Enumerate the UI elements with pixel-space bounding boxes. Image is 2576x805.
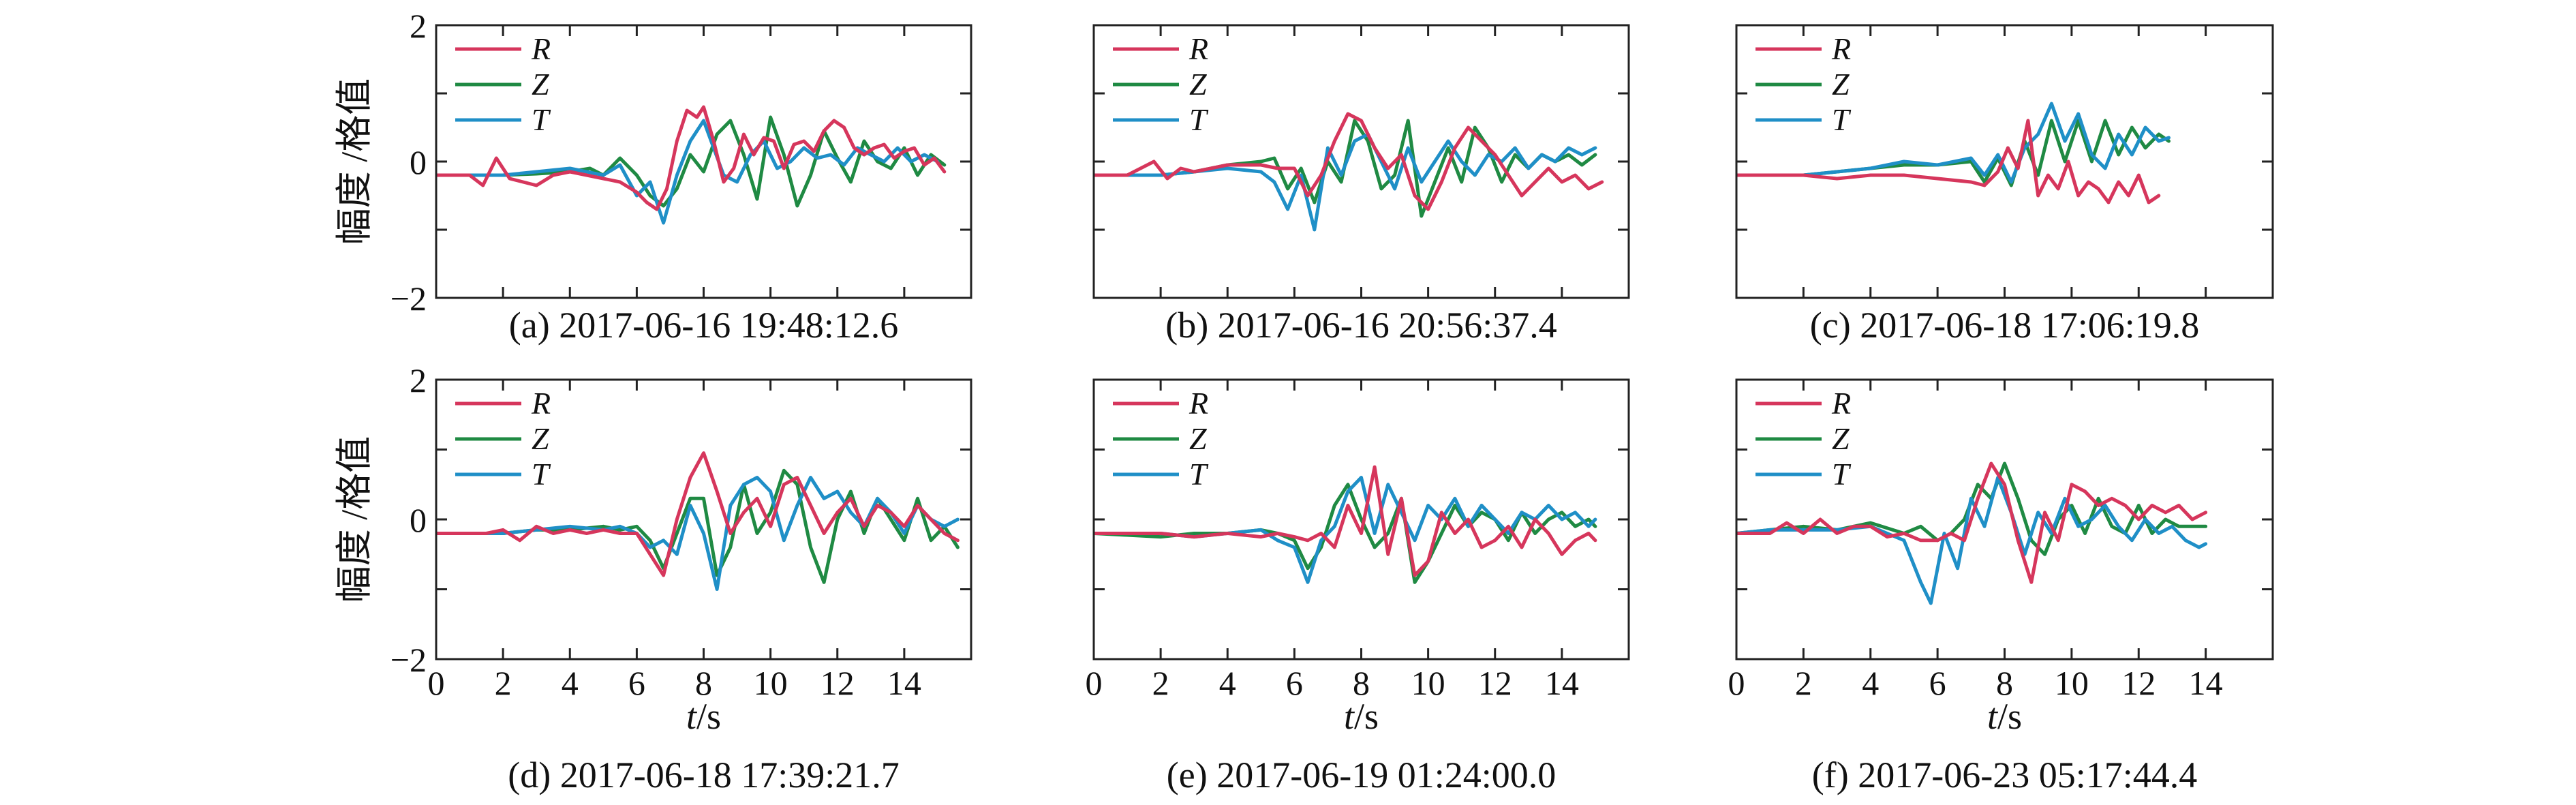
legend-label-Z: Z <box>1189 421 1207 456</box>
traces <box>1736 102 2171 204</box>
x-tick-label: 10 <box>754 664 788 702</box>
subplot-caption: (f) 2017-06-23 05:17:44.4 <box>1812 755 2197 795</box>
legend-label-Z: Z <box>1832 421 1850 456</box>
y-tick-label: −2 <box>390 641 427 679</box>
series-R-line <box>1094 112 1604 211</box>
y-tick-label: 2 <box>410 7 427 45</box>
x-axis-label: t/s <box>1344 696 1379 737</box>
y-axis-label: 幅度 /格值 <box>334 436 375 603</box>
x-tick-label: 2 <box>495 664 512 702</box>
x-tick-label: 8 <box>1996 664 2013 702</box>
x-tick-label: 6 <box>1286 664 1303 702</box>
series-T-line <box>436 476 960 591</box>
legend-label-T: T <box>532 457 551 491</box>
traces <box>1736 461 2208 605</box>
y-tick-label: −2 <box>390 279 427 318</box>
subplot-caption: (a) 2017-06-16 19:48:12.6 <box>509 305 898 346</box>
y-tick-label: 2 <box>410 361 427 399</box>
traces <box>436 451 960 591</box>
series-R-line <box>436 451 960 577</box>
series-Z-line <box>1736 461 2208 556</box>
series-T-line <box>1736 476 2208 605</box>
x-axis-label-unit: /s <box>696 696 721 737</box>
subplot-a: 2 0 −2 幅度 /格值 RZT (a) 2017-06-16 19:48:12.6 <box>334 7 972 346</box>
series-Z-line <box>436 115 947 208</box>
legend-label-Z: Z <box>532 67 549 102</box>
subplot-caption: (c) 2017-06-18 17:06:19.8 <box>1810 305 2199 346</box>
x-tick-label: 14 <box>887 664 921 702</box>
legend-label-R: R <box>531 31 551 66</box>
series-T-line <box>1094 476 1597 584</box>
subplot-c: RZT (c) 2017-06-18 17:06:19.8 <box>1735 24 2274 346</box>
x-axis-label: t/s <box>1987 696 2022 737</box>
x-axis-label-var: t <box>1344 696 1355 737</box>
x-tick-label: 10 <box>1411 664 1445 702</box>
legend-label-Z: Z <box>1832 67 1850 102</box>
series-T-line <box>436 119 940 225</box>
x-axis-label: t/s <box>686 696 721 737</box>
legend-label-T: T <box>1189 102 1209 137</box>
subplot-b: RZT (b) 2017-06-16 20:56:37.4 <box>1092 24 1630 346</box>
subplot-caption: (e) 2017-06-19 01:24:00.0 <box>1167 755 1556 795</box>
series-R-line <box>1094 465 1597 577</box>
series-Z-line <box>436 468 960 584</box>
x-tick-label: 6 <box>628 664 645 702</box>
x-tick-label: 4 <box>562 664 579 702</box>
x-tick-label: 8 <box>1353 664 1370 702</box>
x-tick-label: 2 <box>1152 664 1169 702</box>
series-R-line <box>1736 119 2161 204</box>
legend-label-Z: Z <box>532 421 549 456</box>
x-tick-label: 12 <box>2121 664 2156 702</box>
y-tick-label: 0 <box>410 501 427 539</box>
x-axis-label-var: t <box>686 696 698 737</box>
legend-label-T: T <box>1832 457 1852 491</box>
series-R-line <box>436 105 947 211</box>
plot-frame <box>435 24 972 299</box>
series-T-line <box>1736 102 2171 184</box>
x-tick-label: 6 <box>1929 664 1946 702</box>
x-axis-label-unit: /s <box>1354 696 1379 737</box>
legend-label-Z: Z <box>1189 67 1207 102</box>
series-T-line <box>1094 132 1597 232</box>
subplot-caption: (b) 2017-06-16 20:56:37.4 <box>1165 305 1557 346</box>
legend-label-R: R <box>1189 31 1208 66</box>
subplot-caption: (d) 2017-06-18 17:39:21.7 <box>508 755 899 795</box>
series-R-line <box>1736 461 2208 584</box>
x-tick-label: 12 <box>821 664 855 702</box>
legend-label-T: T <box>1189 457 1209 491</box>
subplot-e: 0 2 4 6 8 10 12 14 t/s RZT (e) 2017-06-19 01:24:00… <box>1086 378 1630 795</box>
legend-label-R: R <box>531 386 551 421</box>
traces <box>436 105 947 225</box>
traces <box>1094 112 1604 232</box>
x-tick-label: 0 <box>1086 664 1103 702</box>
x-tick-label: 0 <box>1728 664 1745 702</box>
x-tick-label: 12 <box>1478 664 1512 702</box>
x-axis-label-var: t <box>1987 696 1999 737</box>
traces <box>1094 465 1597 584</box>
legend-label-R: R <box>1831 386 1851 421</box>
x-tick-label: 14 <box>1545 664 1579 702</box>
x-tick-label: 2 <box>1795 664 1812 702</box>
plot-frame <box>1735 24 2274 299</box>
legend-label-R: R <box>1189 386 1208 421</box>
plot-frame <box>1092 24 1630 299</box>
legend-label-T: T <box>1832 102 1852 137</box>
y-axis-label: 幅度 /格值 <box>334 78 375 245</box>
y-tick-label: 0 <box>410 143 427 181</box>
x-axis-label-unit: /s <box>1997 696 2022 737</box>
legend-label-R: R <box>1831 31 1851 66</box>
x-tick-label: 10 <box>2055 664 2089 702</box>
x-tick-label: 14 <box>2189 664 2223 702</box>
legend-label-T: T <box>532 102 551 137</box>
x-tick-label: 8 <box>695 664 712 702</box>
x-tick-label: 0 <box>428 664 445 702</box>
x-tick-label: 4 <box>1219 664 1236 702</box>
x-tick-label: 4 <box>1862 664 1879 702</box>
subplot-f: 0 2 4 6 8 10 12 14 t/s RZT (f) 2017-06-23 05:17:44… <box>1728 378 2274 795</box>
